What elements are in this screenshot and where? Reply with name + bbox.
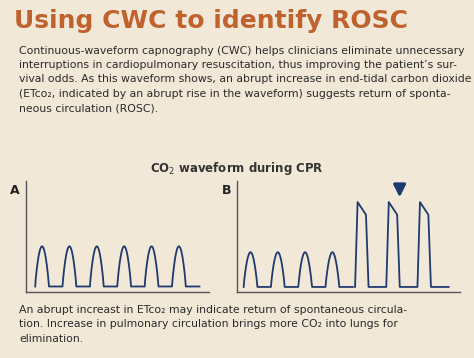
Text: A: A xyxy=(9,184,19,197)
Text: An abrupt increast in ETco₂ may indicate return of spontaneous circula-
tion. In: An abrupt increast in ETco₂ may indicate… xyxy=(19,305,407,344)
Text: Continuous-waveform capnography (CWC) helps clinicians eliminate unnecessary
int: Continuous-waveform capnography (CWC) he… xyxy=(18,45,471,113)
Text: B: B xyxy=(221,184,231,197)
Text: Using CWC to identify ROSC: Using CWC to identify ROSC xyxy=(14,9,408,33)
Text: CO$_2$ waveform during CPR: CO$_2$ waveform during CPR xyxy=(150,160,324,177)
